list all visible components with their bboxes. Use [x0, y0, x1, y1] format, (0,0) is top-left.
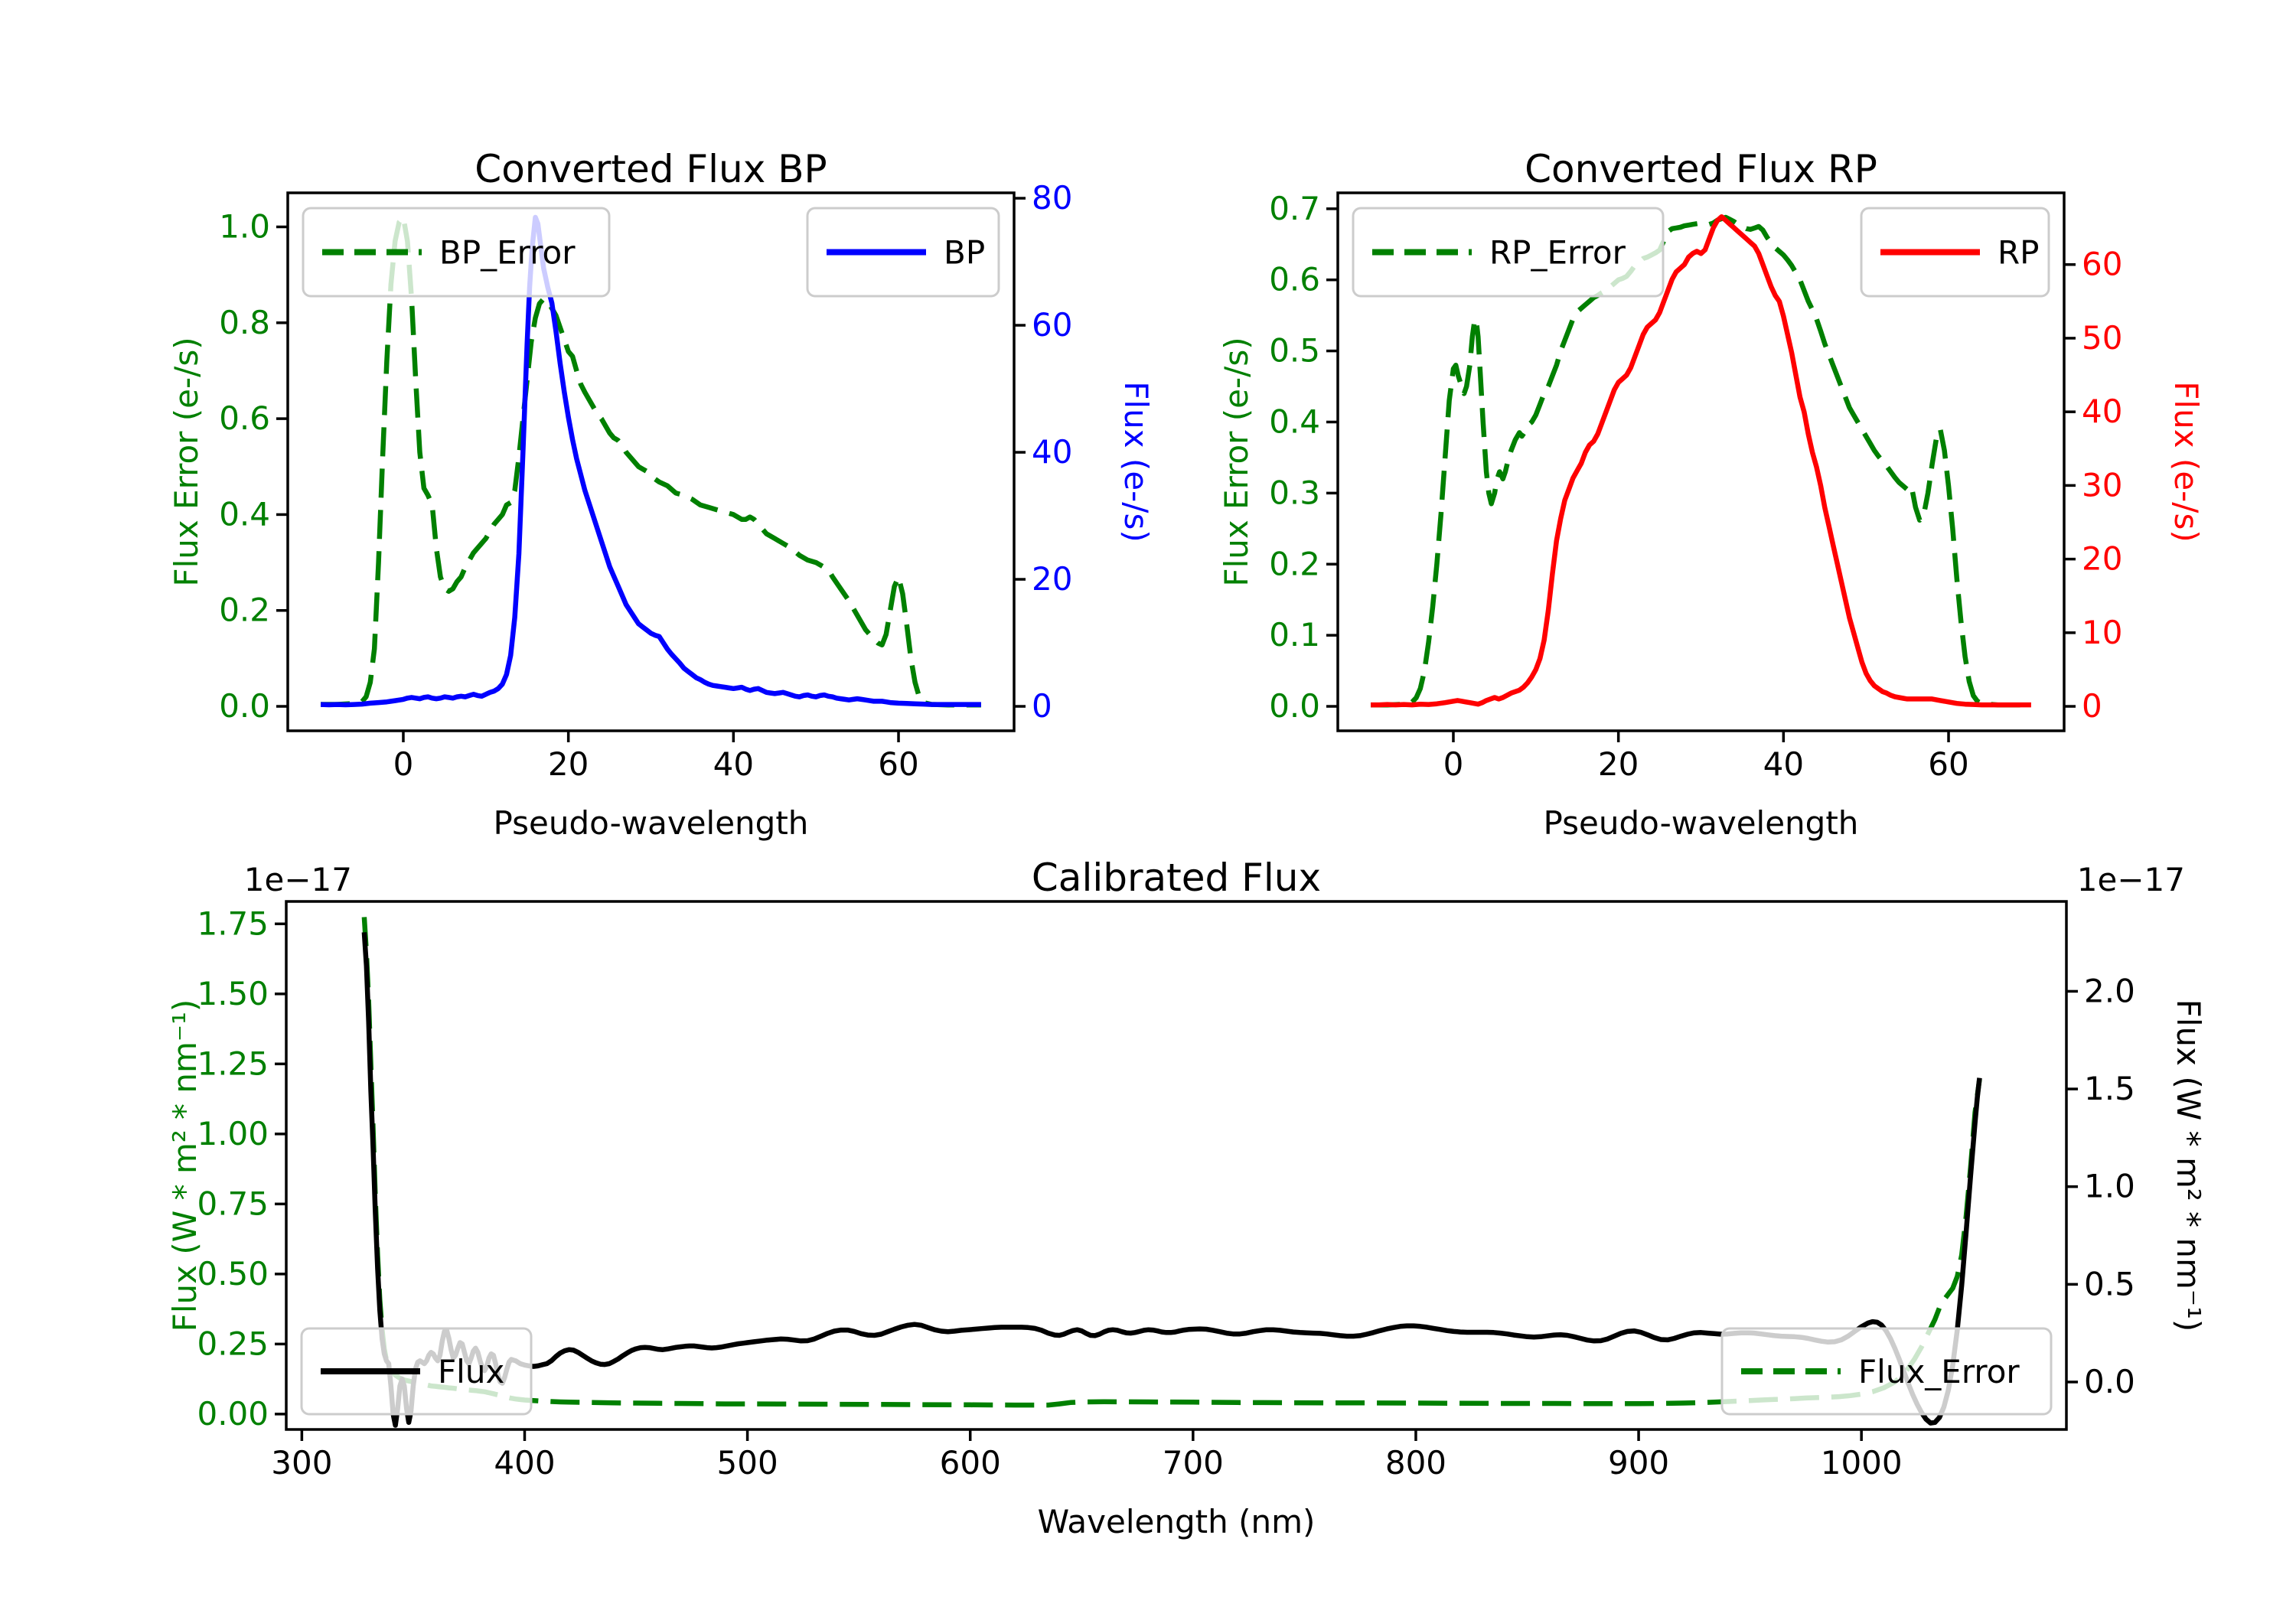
legend-bp_error: BP_Error	[302, 207, 611, 298]
legend-label: BP	[944, 234, 985, 272]
legend-label: RP_Error	[1489, 234, 1626, 272]
legend-label: BP_Error	[439, 234, 576, 272]
axes-spines	[286, 191, 1016, 732]
y-left-tick-label: 1.00	[197, 1115, 269, 1152]
legend-flux_error: Flux_Error	[1720, 1327, 2053, 1416]
y-right-tick-label: 0.0	[2084, 1363, 2135, 1400]
x-tick-label: 0	[1443, 745, 1464, 783]
y-right-tick-label: 60	[1032, 306, 1072, 344]
series-group	[1371, 214, 2031, 708]
y-right-tick-label: 40	[2082, 393, 2122, 430]
y-left-tick-label: 0.75	[197, 1185, 269, 1222]
y-left-tick-label: 0.5	[1269, 332, 1320, 370]
y-right-tick-label: 30	[2082, 466, 2122, 504]
y-right-axis-label: Flux (e-/s)	[1117, 381, 1155, 542]
x-tick-label: 600	[940, 1444, 1001, 1482]
chart-title: Converted Flux BP	[475, 147, 827, 191]
x-tick-label: 1000	[1821, 1444, 1903, 1482]
y-left-tick-label: 0.3	[1269, 474, 1320, 511]
x-tick-label: 0	[393, 745, 414, 783]
x-tick-label: 60	[1928, 745, 1968, 783]
legend-rp_error: RP_Error	[1352, 207, 1665, 298]
axes-spines	[285, 900, 2068, 1431]
y-right-tick-label: 10	[2082, 614, 2122, 651]
y-left-tick-label: 1.0	[219, 207, 270, 245]
y-right-tick-label: 20	[2082, 540, 2122, 578]
y-left-tick-label: 1.25	[197, 1045, 269, 1082]
series-group	[320, 214, 981, 708]
x-tick-label: 60	[878, 745, 918, 783]
chart-3: 300 400 500 600 700 800 900 1000 0.00 0.25 0.50 0.7…	[166, 856, 2207, 1540]
y-left-tick-label: 0.0	[1269, 687, 1320, 725]
chart-2: 0 20 40 60 0.0 0.1 0.2 0.3 0.4 0.5 0.6 0.7 0 10 20 30 40…	[1218, 147, 2205, 842]
chart-title: Calibrated Flux	[1032, 856, 1321, 900]
axes-spines	[1336, 191, 2066, 732]
x-tick-label: 700	[1163, 1444, 1224, 1482]
y-right-tick-label: 40	[1032, 433, 1072, 471]
y-left-tick-label: 0.2	[219, 592, 270, 629]
y-left-axis-label: Flux Error (e-/s)	[168, 337, 205, 586]
y-right-axis-label: Flux (e-/s)	[2167, 381, 2205, 542]
x-axis-label: Pseudo-wavelength	[494, 804, 809, 842]
x-tick-label: 20	[1598, 745, 1639, 783]
rp-line	[1371, 214, 2031, 708]
y-right-tick-label: 50	[2082, 319, 2122, 357]
x-tick-label: 400	[494, 1444, 555, 1482]
legend-label: RP	[1998, 234, 2040, 272]
bp-line	[320, 214, 981, 708]
y-left-tick-label: 0.8	[219, 304, 270, 341]
chart-title: Converted Flux RP	[1525, 147, 1877, 191]
x-axis-label: Wavelength (nm)	[1038, 1503, 1316, 1540]
y-left-tick-label: 0.00	[197, 1395, 269, 1433]
legend-flux: Flux	[300, 1327, 533, 1416]
y-right-tick-label: 0	[2082, 687, 2102, 725]
y-right-tick-label: 1.0	[2084, 1168, 2135, 1205]
chart-1: 0 20 40 60 0.0 0.2 0.4 0.6 0.8 1.0 0 20 40 60 80 Conver…	[168, 147, 1155, 842]
x-tick-label: 500	[717, 1444, 778, 1482]
y-right-tick-label: 2.0	[2084, 972, 2135, 1009]
x-tick-label: 900	[1608, 1444, 1669, 1482]
legend-rp: RP	[1860, 207, 2050, 298]
y-right-offset-text: 1e−17	[2077, 861, 2185, 898]
y-right-tick-label: 1.5	[2084, 1070, 2135, 1107]
legend-box	[1352, 207, 1665, 298]
y-left-axis-label: Flux Error (e-/s)	[1218, 337, 1255, 586]
y-left-tick-label: 0.7	[1269, 190, 1320, 227]
x-tick-label: 40	[713, 745, 754, 783]
y-left-tick-label: 0.2	[1269, 545, 1320, 582]
legend-box	[1720, 1327, 2053, 1416]
bp_error-line	[321, 214, 981, 708]
y-right-tick-label: 80	[1032, 179, 1072, 217]
y-left-tick-label: 0.1	[1269, 616, 1320, 654]
y-right-tick-label: 0.5	[2084, 1265, 2135, 1302]
x-tick-label: 20	[548, 745, 589, 783]
y-left-tick-label: 0.6	[219, 399, 270, 437]
legend-label: Flux	[438, 1353, 504, 1390]
x-tick-label: 800	[1385, 1444, 1446, 1482]
legend-box	[302, 207, 611, 298]
y-left-tick-label: 0.4	[219, 495, 270, 533]
x-tick-label: 300	[271, 1444, 332, 1482]
legend-bp: BP	[806, 207, 1000, 298]
y-right-axis-label: Flux (W * m² * nm⁻¹)	[2170, 999, 2207, 1332]
y-right-tick-label: 20	[1032, 560, 1072, 598]
y-left-tick-label: 0.25	[197, 1325, 269, 1362]
y-left-tick-label: 1.50	[197, 975, 269, 1012]
y-right-tick-label: 0	[1032, 687, 1052, 725]
y-left-tick-label: 0.6	[1269, 261, 1320, 298]
y-left-offset-text: 1e−17	[244, 861, 352, 898]
y-left-tick-label: 0.50	[197, 1255, 269, 1292]
y-left-tick-label: 0.4	[1269, 403, 1320, 440]
rp_error-line	[1371, 214, 2031, 708]
x-tick-label: 40	[1763, 745, 1804, 783]
x-axis-label: Pseudo-wavelength	[1544, 804, 1859, 842]
y-left-tick-label: 0.0	[219, 687, 270, 725]
y-left-tick-label: 1.75	[197, 905, 269, 942]
y-right-tick-label: 60	[2082, 246, 2122, 283]
y-left-axis-label: Flux (W * m² * nm⁻¹)	[166, 999, 204, 1332]
legend-label: Flux_Error	[1858, 1353, 2020, 1390]
